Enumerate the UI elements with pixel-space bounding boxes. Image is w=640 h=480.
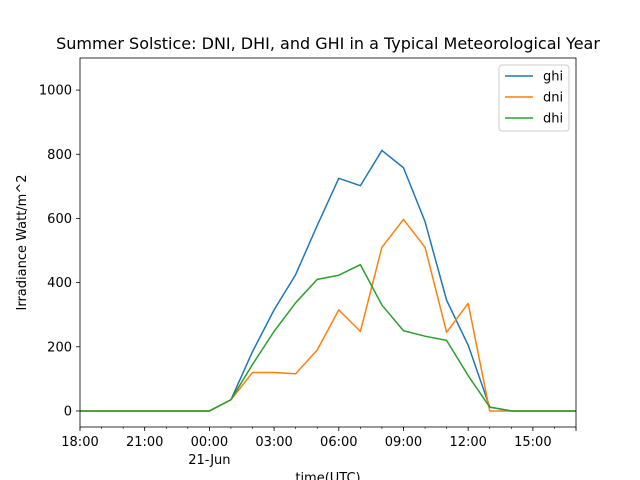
x-tick-label: 09:00 [385, 435, 422, 450]
legend-label-ghi: ghi [543, 70, 563, 85]
chart-title: Summer Solstice: DNI, DHI, and GHI in a … [56, 34, 600, 53]
x-tick-label: 03:00 [255, 435, 292, 450]
y-tick-label: 200 [47, 340, 72, 355]
y-axis: 0 200 400 600 800 1000 [39, 84, 80, 419]
legend-box [498, 64, 570, 132]
series-line-dni [80, 218, 576, 412]
legend-label-dhi: dhi [543, 112, 563, 127]
x-tick-label: 21:00 [126, 435, 163, 450]
x-axis-title: time(UTC) [295, 471, 360, 480]
series-line-dhi [80, 263, 576, 412]
legend-label-dni: dni [543, 91, 563, 106]
y-axis-title: Irradiance Watt/m^2 [15, 175, 30, 311]
y-tick-label: 600 [47, 212, 72, 227]
x-tick-sublabel: 21-Jun [188, 453, 230, 468]
legend: ghi dni dhi [498, 64, 570, 132]
x-tick-label: 18:00 [61, 435, 98, 450]
plot-area [80, 149, 576, 412]
x-tick-label: 15:00 [514, 435, 551, 450]
series-line-ghi [80, 149, 576, 412]
y-tick-label: 0 [64, 404, 72, 419]
x-tick-label: 00:00 [191, 435, 228, 450]
y-tick-label: 1000 [39, 84, 72, 99]
y-tick-label: 800 [47, 148, 72, 163]
x-axis: 18:00 21:00 00:00 21-Jun 03:00 06:00 09:00 12:0… [61, 427, 577, 468]
x-tick-label: 06:00 [320, 435, 357, 450]
plot-frame [79, 57, 577, 428]
y-tick-label: 400 [47, 276, 72, 291]
x-tick-label: 12:00 [449, 435, 486, 450]
